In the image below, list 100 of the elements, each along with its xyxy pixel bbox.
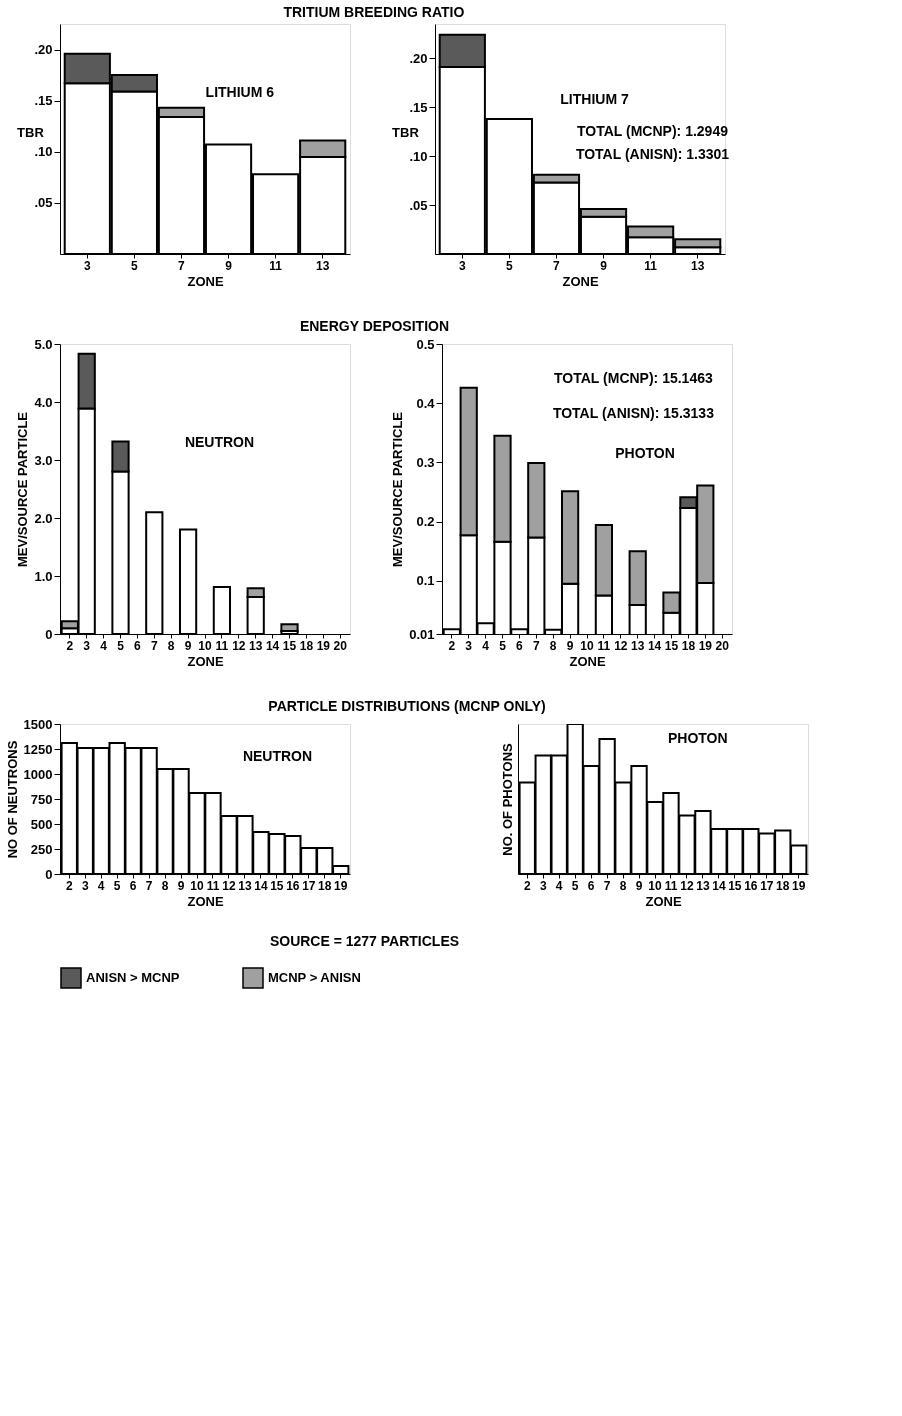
y-axis-title: MEV/SOURCE PARTICLE: [15, 411, 31, 568]
x-tick-label: 14: [254, 878, 268, 893]
y-tick-label: 5.0: [34, 336, 53, 352]
x-tick-label: 12: [222, 878, 236, 893]
x-tick-label: 6: [516, 638, 524, 653]
x-tick-label: 13: [631, 638, 645, 653]
x-tick-label: 17: [302, 878, 316, 893]
x-tick-label: 10: [580, 638, 594, 653]
x-tick-label: 9: [225, 258, 233, 273]
annotation: TOTAL (ANISN): 15.3133: [552, 404, 715, 421]
y-tick-label: 0: [45, 866, 53, 882]
annotation: TOTAL (MCNP): 15.1463: [554, 369, 713, 386]
x-tick-label: 2: [523, 878, 531, 893]
x-axis-title: ZONE: [645, 893, 682, 909]
y-tick-label: 0.01: [409, 626, 435, 642]
x-tick-label: 15: [728, 878, 742, 893]
y-tick-label: .05: [409, 197, 428, 213]
y-tick-label: 500: [30, 816, 53, 832]
x-tick-label: 6: [587, 878, 595, 893]
x-tick-label: 4: [100, 638, 108, 653]
y-axis-title: NO. OF PHOTONS: [499, 742, 515, 856]
x-tick-label: 11: [644, 258, 658, 273]
x-tick-label: 8: [619, 878, 627, 893]
y-tick-label: .10: [409, 148, 428, 164]
source-note: SOURCE = 1277 PARTICLES: [269, 932, 460, 949]
annotation: PHOTON: [667, 730, 728, 746]
y-tick-label: 0.1: [416, 573, 435, 589]
x-tick-label: 2: [448, 638, 456, 653]
x-tick-label: 7: [150, 638, 158, 653]
chart-title: ENERGY DEPOSITION: [299, 317, 450, 334]
y-axis-title: NO OF NEUTRONS: [4, 740, 20, 859]
x-tick-label: 13: [691, 258, 705, 273]
x-tick-label: 7: [553, 258, 561, 273]
x-tick-label: 2: [66, 638, 74, 653]
x-tick-label: 4: [482, 638, 490, 653]
x-tick-label: 11: [597, 638, 611, 653]
x-tick-label: 5: [499, 638, 507, 653]
x-tick-label: 5: [506, 258, 514, 273]
y-tick-label: 1.0: [34, 568, 53, 584]
y-tick-label: 1500: [23, 716, 53, 732]
y-tick-label: 0: [45, 626, 53, 642]
x-tick-label: 13: [249, 638, 263, 653]
x-tick-label: 3: [465, 638, 473, 653]
x-tick-label: 9: [566, 638, 574, 653]
x-tick-label: 18: [299, 638, 314, 653]
x-tick-label: 13: [316, 258, 330, 273]
x-tick-label: 10: [190, 878, 205, 893]
x-tick-label: 7: [532, 638, 540, 653]
x-tick-label: 12: [680, 878, 694, 893]
x-tick-label: 15: [664, 638, 679, 653]
x-tick-label: 5: [117, 638, 125, 653]
x-tick-label: 13: [238, 878, 252, 893]
x-tick-label: 19: [316, 638, 331, 653]
x-tick-label: 19: [334, 878, 348, 893]
x-tick-label: 8: [161, 878, 169, 893]
x-axis-title: ZONE: [562, 273, 599, 289]
y-axis-title: TBR: [392, 124, 420, 140]
x-axis-title: ZONE: [187, 273, 224, 289]
annotation: LITHIUM 6: [205, 84, 275, 100]
y-tick-label: 0.5: [416, 336, 435, 352]
x-tick-label: 20: [715, 638, 730, 653]
y-tick-label: .15: [409, 99, 428, 115]
x-tick-label: 4: [555, 878, 563, 893]
y-tick-label: 3.0: [34, 452, 53, 468]
x-tick-label: 16: [286, 878, 300, 893]
x-tick-label: 10: [198, 638, 212, 653]
annotation: NEUTRON: [184, 433, 255, 450]
x-tick-label: 2: [65, 878, 73, 893]
x-tick-label: 9: [177, 878, 185, 893]
x-tick-label: 9: [184, 638, 192, 653]
x-tick-label: 18: [776, 878, 790, 893]
x-tick-label: 4: [97, 878, 105, 893]
annotation: LITHIUM 7: [560, 90, 629, 107]
y-tick-label: 4.0: [34, 394, 53, 410]
y-tick-label: .10: [34, 144, 53, 160]
x-tick-label: 9: [600, 258, 608, 273]
x-tick-label: 3: [458, 258, 466, 273]
y-tick-label: .20: [34, 42, 53, 58]
x-tick-label: 3: [81, 878, 89, 893]
y-tick-label: 250: [30, 841, 53, 857]
y-tick-label: 2.0: [34, 510, 53, 526]
x-tick-label: 10: [648, 878, 663, 893]
x-tick-label: 11: [664, 878, 678, 893]
x-tick-label: 16: [744, 878, 758, 893]
y-axis-title: TBR: [17, 124, 45, 140]
y-tick-label: 0.3: [416, 454, 435, 470]
y-tick-label: 0.4: [416, 395, 436, 411]
y-tick-label: 750: [30, 791, 53, 807]
x-tick-label: 18: [318, 878, 332, 893]
x-tick-label: 18: [681, 638, 696, 653]
x-tick-label: 6: [134, 638, 142, 653]
x-tick-label: 3: [83, 638, 91, 653]
annotation: NEUTRON: [242, 748, 313, 764]
x-tick-label: 15: [282, 638, 297, 653]
x-tick-label: 7: [603, 878, 611, 893]
x-tick-label: 3: [539, 878, 547, 893]
x-tick-label: 5: [131, 258, 139, 273]
x-axis-title: ZONE: [187, 653, 224, 669]
y-tick-label: 1000: [23, 766, 53, 782]
x-tick-label: 11: [269, 258, 283, 273]
